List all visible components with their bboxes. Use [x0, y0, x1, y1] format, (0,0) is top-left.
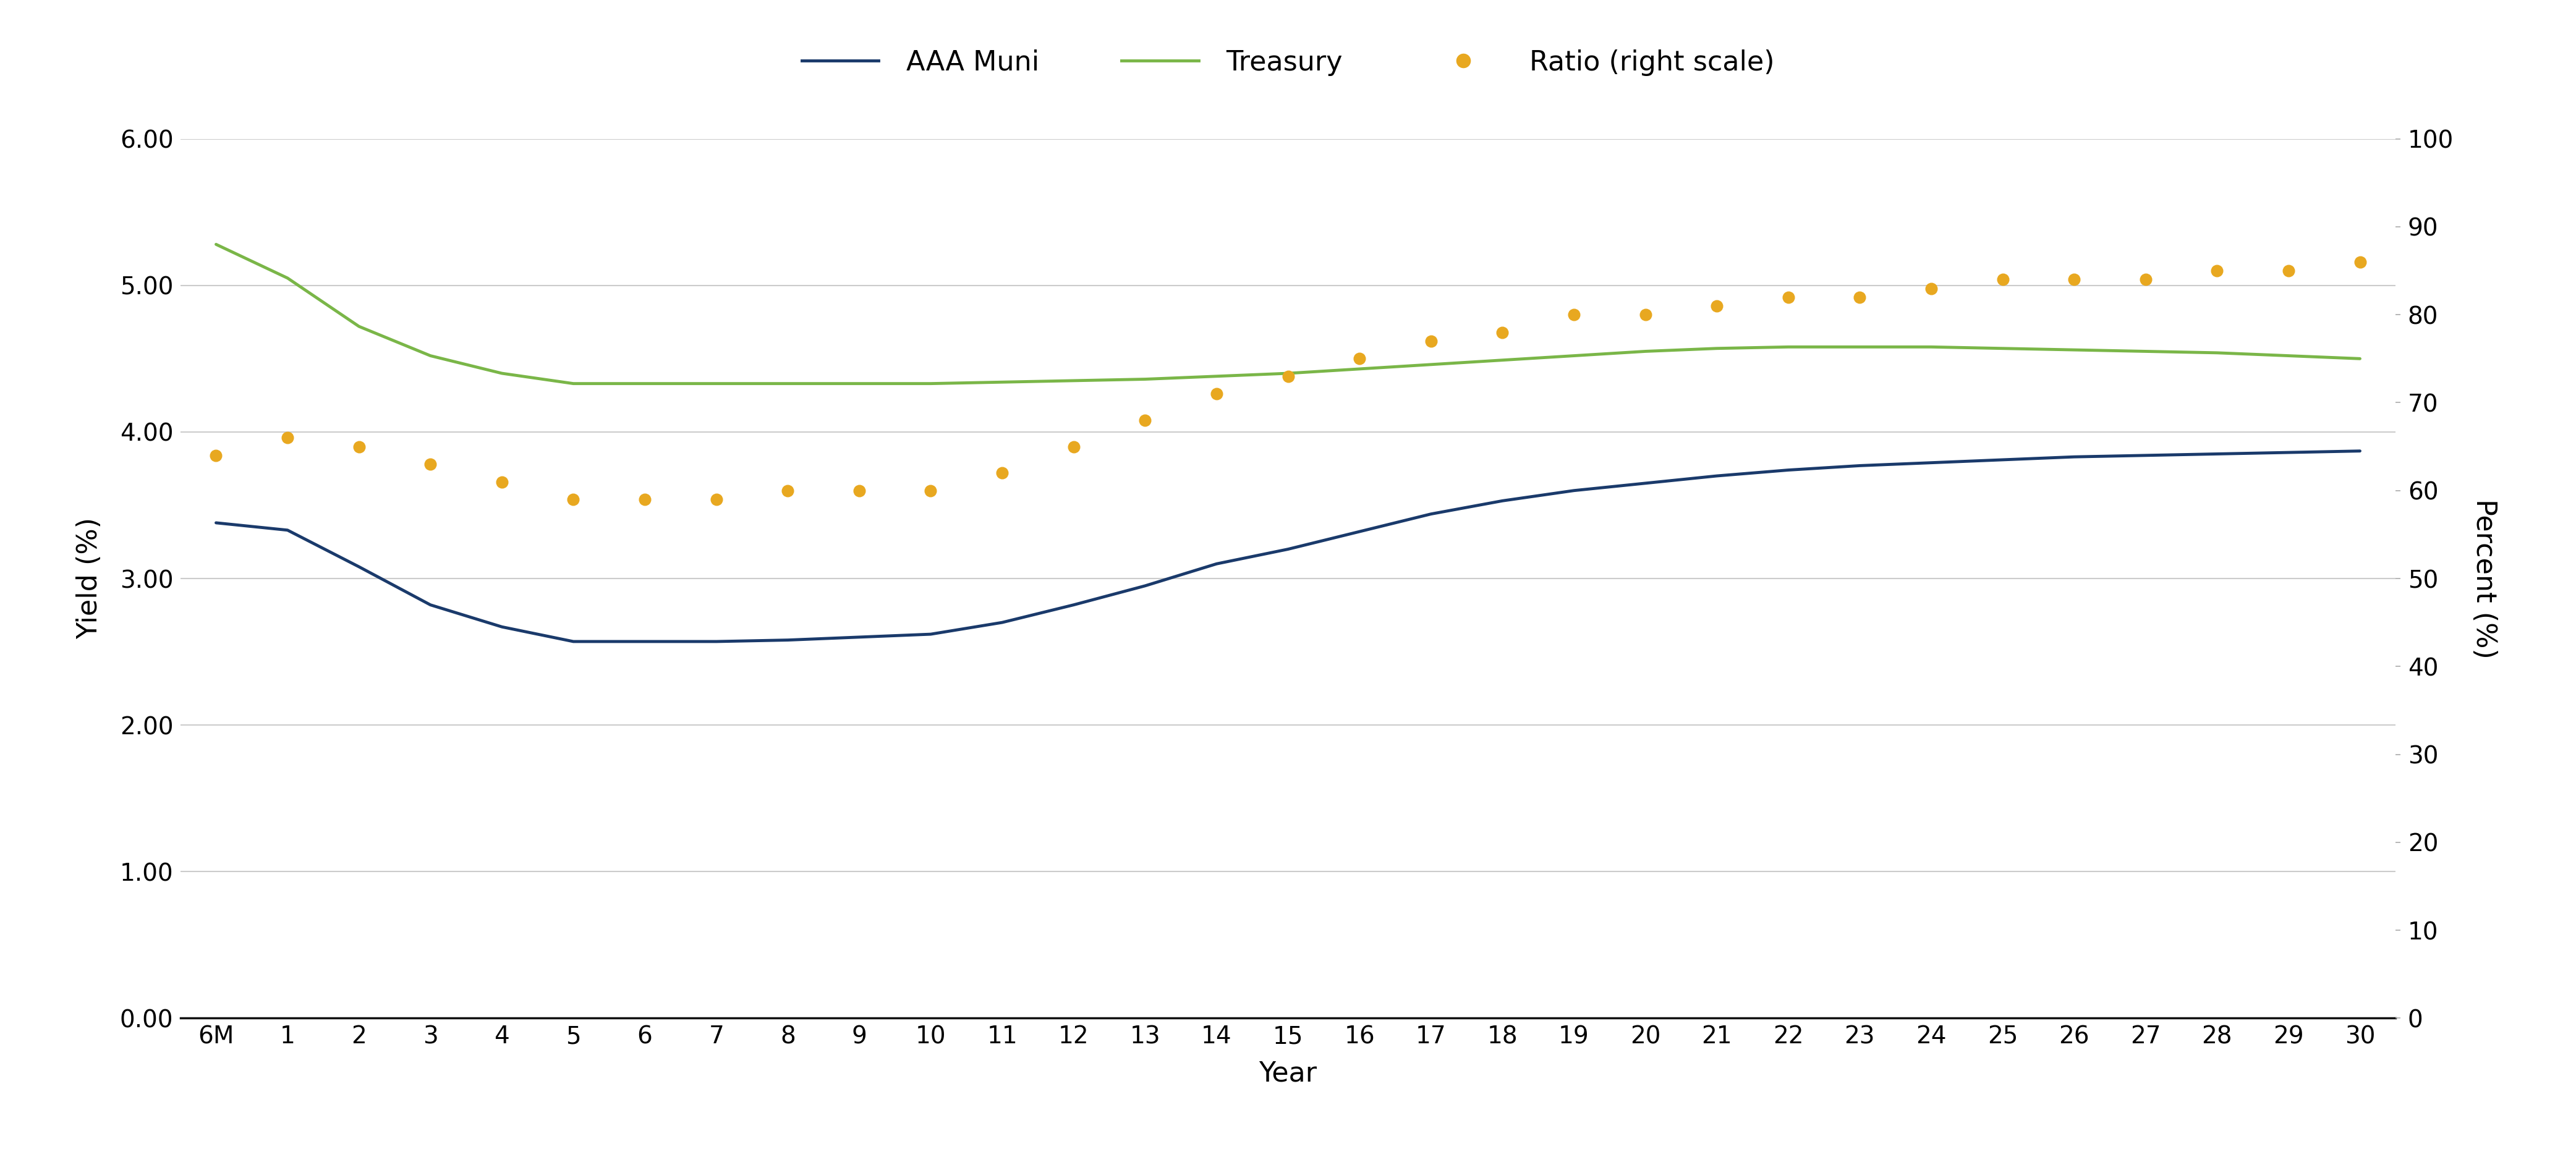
Point [1625, 305, 1667, 324]
Point [909, 481, 951, 500]
Point [1839, 288, 1880, 307]
Point [1267, 367, 1309, 385]
Point [768, 481, 809, 500]
Point [1981, 271, 2022, 289]
Point [1553, 305, 1595, 324]
Point [1409, 332, 1450, 351]
Point [1054, 437, 1095, 456]
Point [2197, 261, 2239, 280]
Point [410, 455, 451, 473]
Y-axis label: Percent (%): Percent (%) [2470, 499, 2499, 658]
Point [840, 481, 881, 500]
Point [1126, 411, 1167, 429]
Point [696, 491, 737, 509]
Point [1767, 288, 1808, 307]
Point [2053, 271, 2094, 289]
Point [554, 491, 595, 509]
Legend: AAA Muni, Treasury, Ratio (right scale): AAA Muni, Treasury, Ratio (right scale) [791, 38, 1785, 87]
Point [1481, 323, 1522, 341]
X-axis label: Year: Year [1260, 1061, 1316, 1088]
Point [981, 464, 1023, 482]
Point [482, 472, 523, 491]
Point [2125, 271, 2166, 289]
Point [337, 437, 379, 456]
Point [1340, 349, 1381, 368]
Point [268, 428, 309, 447]
Y-axis label: Yield (%): Yield (%) [77, 517, 103, 640]
Point [1195, 384, 1236, 403]
Point [2339, 252, 2380, 271]
Point [1695, 296, 1736, 315]
Point [196, 447, 237, 465]
Point [623, 491, 665, 509]
Point [2267, 261, 2308, 280]
Point [1911, 279, 1953, 297]
